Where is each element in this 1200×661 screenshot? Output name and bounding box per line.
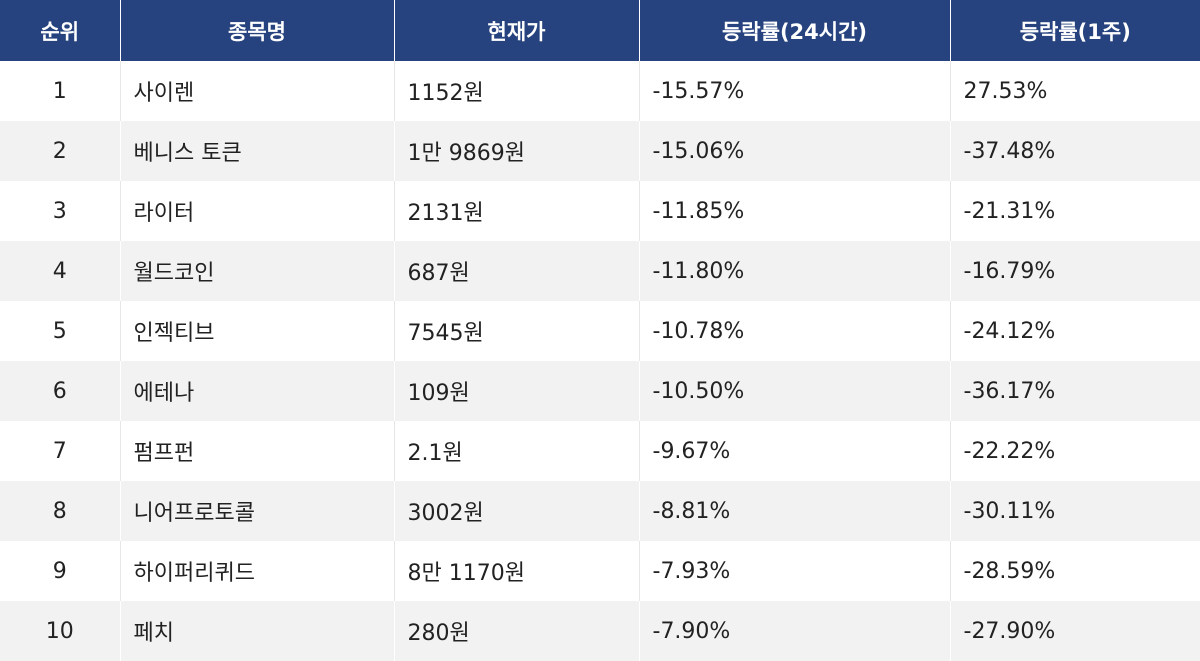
table-row: 10 페치 280원 -7.90% -27.90% <box>0 601 1200 661</box>
change-24h-cell: -10.78% <box>639 301 951 361</box>
header-row: 순위 종목명 현재가 등락률(24시간) 등락률(1주) <box>0 0 1200 61</box>
table-row: 2 베니스 토큰 1만 9869원 -15.06% -37.48% <box>0 121 1200 181</box>
name-cell: 인젝티브 <box>120 301 395 361</box>
change-1w-cell: -36.17% <box>950 361 1200 421</box>
name-cell: 베니스 토큰 <box>120 121 395 181</box>
change-1w-cell: -21.31% <box>950 181 1200 241</box>
rank-cell: 10 <box>0 601 121 661</box>
change-24h-cell: -10.50% <box>639 361 951 421</box>
change-1w-cell: -16.79% <box>950 241 1200 301</box>
price-cell: 2131원 <box>394 181 640 241</box>
rank-cell: 4 <box>0 241 121 301</box>
rank-cell: 2 <box>0 121 121 181</box>
price-cell: 1만 9869원 <box>394 121 640 181</box>
rank-cell: 9 <box>0 541 121 601</box>
name-cell: 월드코인 <box>120 241 395 301</box>
price-cell: 8만 1170원 <box>394 541 640 601</box>
change-1w-cell: -30.11% <box>950 481 1200 541</box>
price-cell: 2.1원 <box>394 421 640 481</box>
header-name: 종목명 <box>120 0 395 61</box>
change-1w-cell: -27.90% <box>950 601 1200 661</box>
change-1w-cell: -37.48% <box>950 121 1200 181</box>
change-24h-cell: -8.81% <box>639 481 951 541</box>
change-1w-cell: -22.22% <box>950 421 1200 481</box>
rank-cell: 7 <box>0 421 121 481</box>
rank-cell: 3 <box>0 181 121 241</box>
table-row: 9 하이퍼리퀴드 8만 1170원 -7.93% -28.59% <box>0 541 1200 601</box>
header-change-1w: 등락률(1주) <box>950 0 1200 61</box>
name-cell: 니어프로토콜 <box>120 481 395 541</box>
change-24h-cell: -15.06% <box>639 121 951 181</box>
table-row: 7 펌프펀 2.1원 -9.67% -22.22% <box>0 421 1200 481</box>
table-row: 3 라이터 2131원 -11.85% -21.31% <box>0 181 1200 241</box>
rank-cell: 1 <box>0 61 121 121</box>
table-row: 4 월드코인 687원 -11.80% -16.79% <box>0 241 1200 301</box>
rank-cell: 8 <box>0 481 121 541</box>
header-change-24h: 등락률(24시간) <box>639 0 951 61</box>
price-cell: 109원 <box>394 361 640 421</box>
change-1w-cell: -24.12% <box>950 301 1200 361</box>
change-24h-cell: -11.80% <box>639 241 951 301</box>
change-24h-cell: -7.93% <box>639 541 951 601</box>
name-cell: 사이렌 <box>120 61 395 121</box>
name-cell: 라이터 <box>120 181 395 241</box>
rank-cell: 5 <box>0 301 121 361</box>
price-cell: 7545원 <box>394 301 640 361</box>
name-cell: 하이퍼리퀴드 <box>120 541 395 601</box>
change-24h-cell: -15.57% <box>639 61 951 121</box>
table-row: 1 사이렌 1152원 -15.57% 27.53% <box>0 61 1200 121</box>
table-header: 순위 종목명 현재가 등락률(24시간) 등락률(1주) <box>0 0 1200 61</box>
price-cell: 687원 <box>394 241 640 301</box>
table-body: 1 사이렌 1152원 -15.57% 27.53% 2 베니스 토큰 1만 9869원 -15… <box>0 61 1200 661</box>
change-1w-cell: 27.53% <box>950 61 1200 121</box>
price-cell: 280원 <box>394 601 640 661</box>
rank-cell: 6 <box>0 361 121 421</box>
table-row: 8 니어프로토콜 3002원 -8.81% -30.11% <box>0 481 1200 541</box>
change-24h-cell: -11.85% <box>639 181 951 241</box>
name-cell: 펌프펀 <box>120 421 395 481</box>
table-row: 5 인젝티브 7545원 -10.78% -24.12% <box>0 301 1200 361</box>
header-rank: 순위 <box>0 0 121 61</box>
header-price: 현재가 <box>394 0 640 61</box>
change-24h-cell: -7.90% <box>639 601 951 661</box>
price-cell: 3002원 <box>394 481 640 541</box>
name-cell: 에테나 <box>120 361 395 421</box>
price-cell: 1152원 <box>394 61 640 121</box>
name-cell: 페치 <box>120 601 395 661</box>
table-row: 6 에테나 109원 -10.50% -36.17% <box>0 361 1200 421</box>
change-24h-cell: -9.67% <box>639 421 951 481</box>
change-1w-cell: -28.59% <box>950 541 1200 601</box>
